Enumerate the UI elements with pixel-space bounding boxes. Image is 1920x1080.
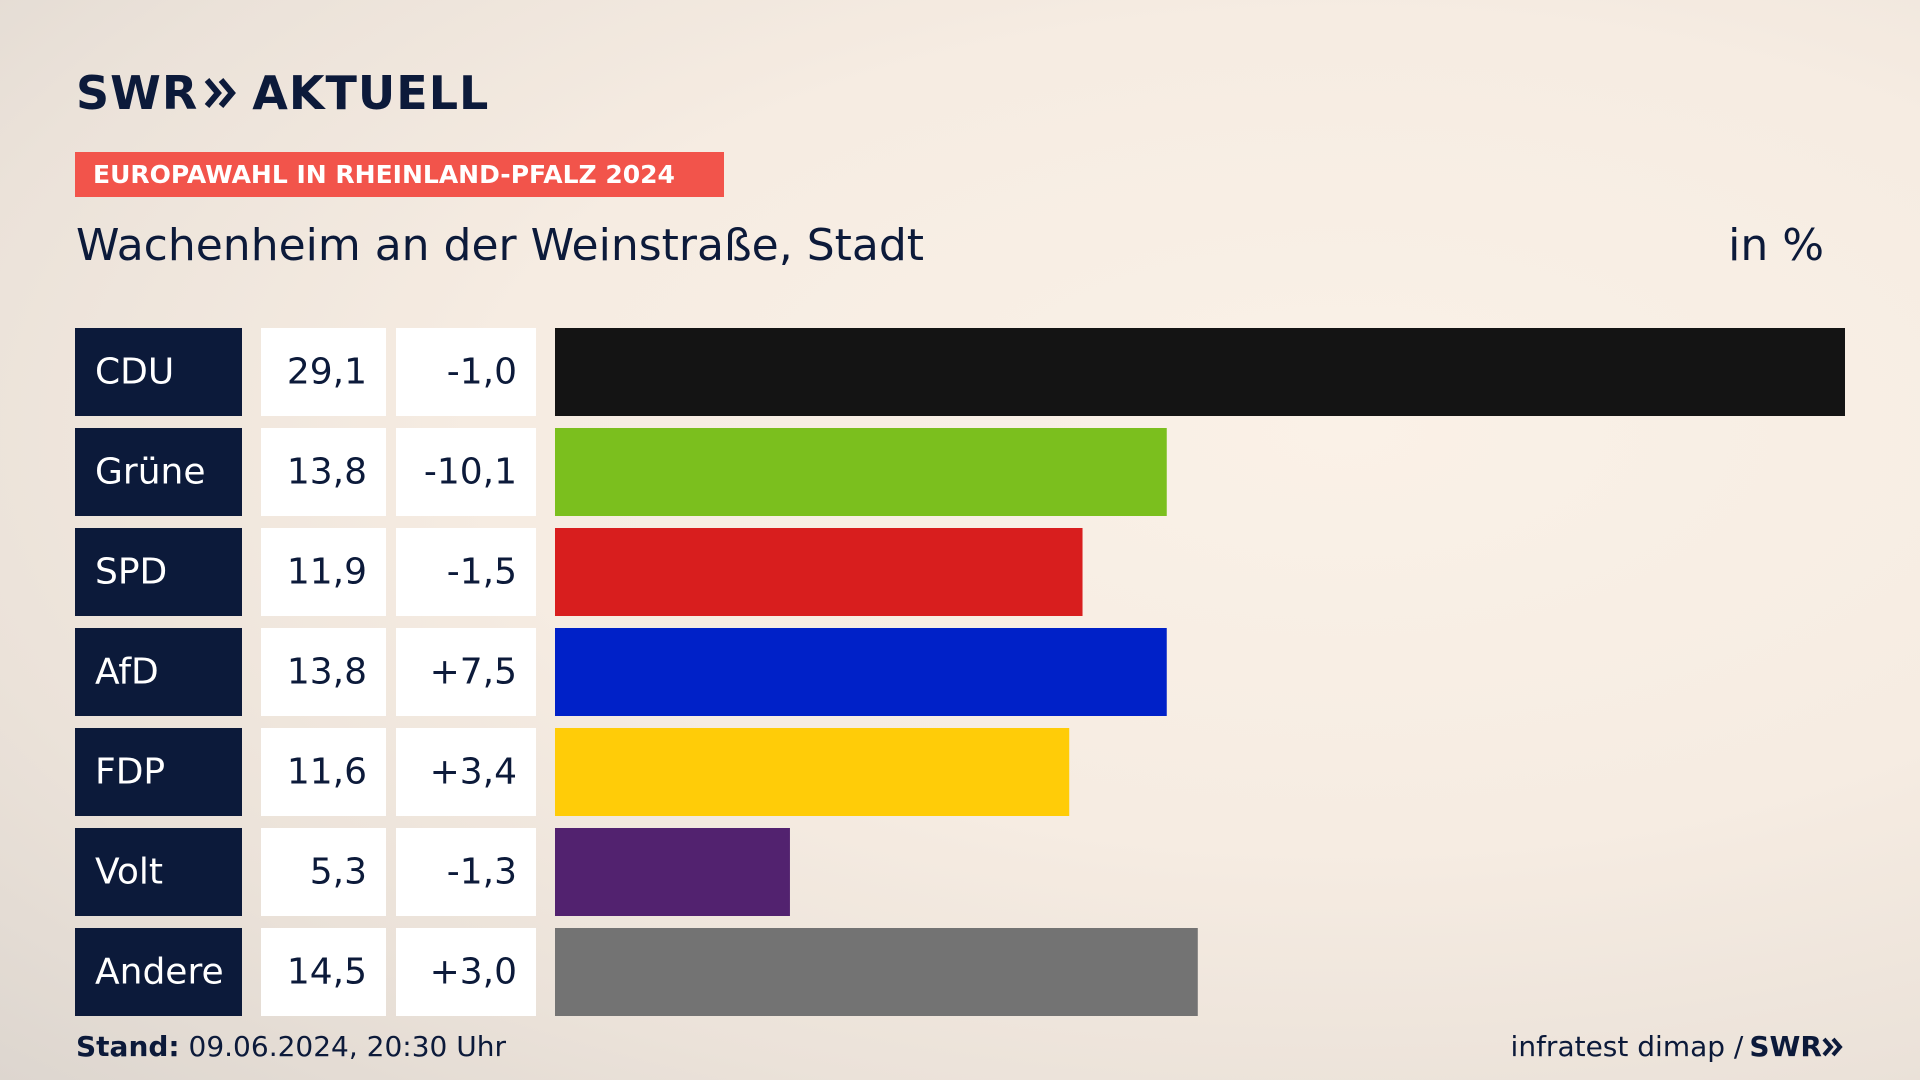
party-label-box-spd (75, 528, 242, 616)
party-label-spd: SPD (95, 552, 167, 593)
change-label-afd: +7,5 (430, 652, 517, 693)
value-label-volt: 5,3 (310, 852, 367, 893)
logo-aktuell-text: AKTUELL (252, 66, 490, 120)
value-label-fdp: 11,6 (287, 752, 367, 793)
change-box-afd (396, 628, 536, 716)
bar-andere (555, 928, 1198, 1016)
party-label-box-fdp (75, 728, 242, 816)
value-box-gruene (261, 428, 386, 516)
chart-subtitle: Wachenheim an der Weinstraße, Stadt (76, 220, 925, 271)
source-brand-text: SWR (1749, 1030, 1822, 1063)
change-box-gruene (396, 428, 536, 516)
timestamp: Stand: 09.06.2024, 20:30 Uhr (76, 1030, 506, 1063)
bar-gruene (555, 428, 1167, 516)
bar-afd (555, 628, 1167, 716)
value-box-cdu (261, 328, 386, 416)
party-label-andere: Andere (95, 952, 224, 993)
change-label-volt: -1,3 (447, 852, 517, 893)
double-chevron-right-icon (204, 76, 238, 110)
timestamp-label: Stand: (76, 1030, 180, 1063)
party-label-gruene: Grüne (95, 452, 205, 493)
change-label-cdu: -1,0 (447, 352, 517, 393)
change-box-andere (396, 928, 536, 1016)
brand-chevron-icon (1822, 1037, 1843, 1056)
party-label-cdu: CDU (95, 352, 174, 393)
party-label-box-cdu (75, 328, 242, 416)
party-label-afd: AfD (95, 652, 159, 693)
timestamp-value: 09.06.2024, 20:30 Uhr (188, 1030, 506, 1063)
value-box-afd (261, 628, 386, 716)
party-label-box-volt (75, 828, 242, 916)
bar-spd (555, 528, 1083, 616)
unit-label: in % (1728, 220, 1824, 271)
party-label-volt: Volt (95, 852, 163, 893)
value-label-cdu: 29,1 (287, 352, 367, 393)
value-label-gruene: 13,8 (287, 452, 367, 493)
party-label-box-gruene (75, 428, 242, 516)
change-box-volt (396, 828, 536, 916)
bar-cdu (555, 328, 1845, 416)
value-label-spd: 11,9 (287, 552, 367, 593)
value-label-andere: 14,5 (287, 952, 367, 993)
election-banner: EUROPAWAHL IN RHEINLAND-PFALZ 2024 (75, 152, 724, 197)
source-credit: infratest dimap / SWR (1511, 1030, 1844, 1063)
party-label-box-afd (75, 628, 242, 716)
logo-swr-text: SWR (76, 66, 199, 120)
change-label-spd: -1,5 (447, 552, 517, 593)
change-label-gruene: -10,1 (424, 452, 517, 493)
change-label-fdp: +3,4 (430, 752, 517, 793)
change-box-cdu (396, 328, 536, 416)
change-box-fdp (396, 728, 536, 816)
change-label-andere: +3,0 (430, 952, 517, 993)
value-label-afd: 13,8 (287, 652, 367, 693)
bar-fdp (555, 728, 1070, 816)
party-label-fdp: FDP (95, 752, 165, 793)
bar-volt (555, 828, 790, 916)
party-label-box-andere (75, 928, 242, 1016)
swr-aktuell-logo: SWR AKTUELL (76, 66, 489, 120)
source-text: infratest dimap / (1510, 1030, 1744, 1063)
change-box-spd (396, 528, 536, 616)
value-box-fdp (261, 728, 386, 816)
value-box-volt (261, 828, 386, 916)
source-brand: SWR (1749, 1030, 1844, 1063)
value-box-spd (261, 528, 386, 616)
value-box-andere (261, 928, 386, 1016)
